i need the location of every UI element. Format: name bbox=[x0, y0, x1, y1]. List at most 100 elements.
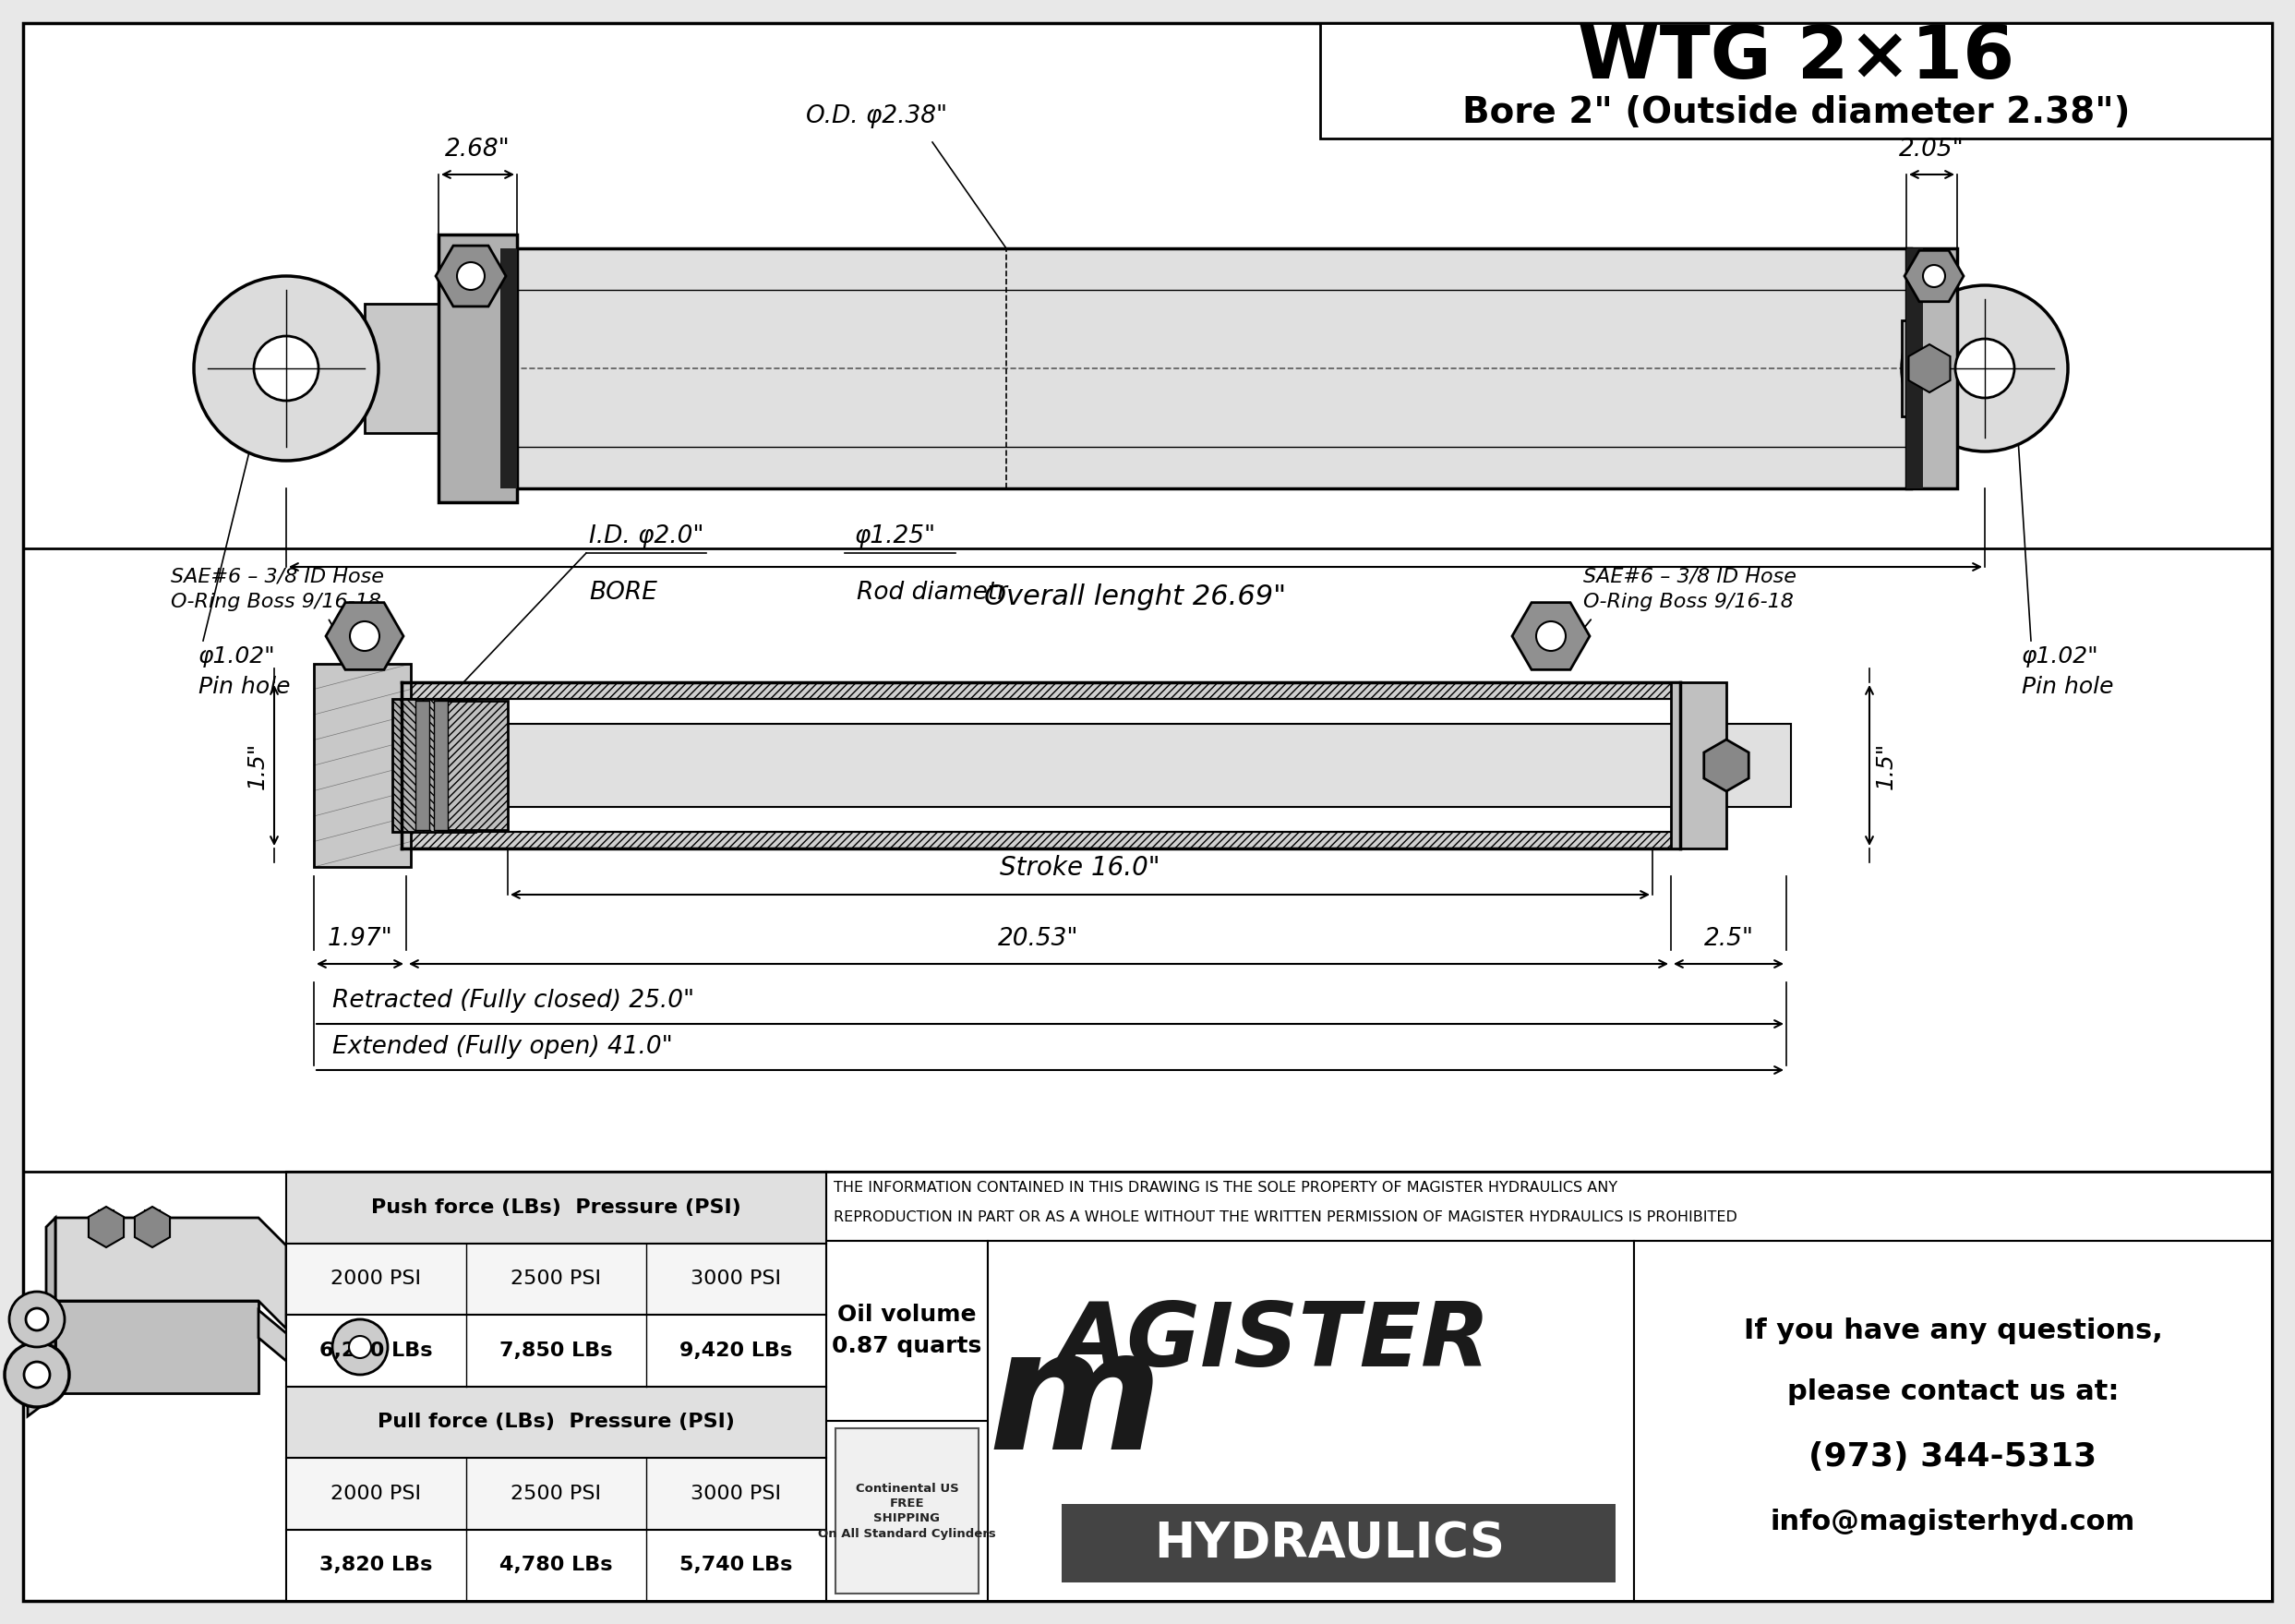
Text: O-Ring Boss 9/16-18: O-Ring Boss 9/16-18 bbox=[1584, 593, 1795, 611]
Bar bbox=[500, 248, 516, 489]
Text: If you have any questions,: If you have any questions, bbox=[1744, 1317, 2162, 1345]
Bar bbox=[438, 234, 516, 502]
Polygon shape bbox=[55, 1218, 287, 1328]
Text: SAE#6 – 3/8 ID Hose: SAE#6 – 3/8 ID Hose bbox=[170, 567, 383, 585]
Text: Continental US
FREE
SHIPPING
On All Standard Cylinders: Continental US FREE SHIPPING On All Stan… bbox=[817, 1483, 996, 1540]
Text: BORE: BORE bbox=[590, 581, 656, 604]
Bar bbox=[826, 1241, 987, 1421]
Text: 6,280 LBs: 6,280 LBs bbox=[319, 1341, 434, 1359]
Polygon shape bbox=[28, 1301, 46, 1416]
Text: WTG 2×16: WTG 2×16 bbox=[1577, 23, 2015, 94]
Text: 2000 PSI: 2000 PSI bbox=[330, 1270, 422, 1288]
Text: Overall lenght 26.69": Overall lenght 26.69" bbox=[985, 583, 1287, 611]
Text: Pull force (LBs)  Pressure (PSI): Pull force (LBs) Pressure (PSI) bbox=[379, 1413, 734, 1431]
Text: MAGISTER: MAGISTER bbox=[801, 310, 1175, 372]
Circle shape bbox=[1535, 622, 1565, 651]
Bar bbox=[826, 1421, 987, 1601]
Text: 4,780 LBs: 4,780 LBs bbox=[500, 1556, 613, 1574]
Bar bbox=[287, 1315, 826, 1387]
Text: 1.97": 1.97" bbox=[328, 927, 392, 952]
Text: O-Ring Boss 9/16-18: O-Ring Boss 9/16-18 bbox=[170, 593, 381, 611]
Bar bbox=[287, 1242, 826, 1315]
Text: 3,820 LBs: 3,820 LBs bbox=[319, 1556, 434, 1574]
Circle shape bbox=[193, 276, 379, 461]
Bar bbox=[402, 831, 1680, 848]
Bar bbox=[411, 724, 1790, 807]
Bar bbox=[415, 700, 429, 830]
Bar bbox=[365, 304, 457, 434]
Text: Retracted (Fully closed) 25.0": Retracted (Fully closed) 25.0" bbox=[333, 989, 695, 1013]
Bar bbox=[434, 700, 448, 830]
Text: 1.5": 1.5" bbox=[1875, 742, 1898, 789]
Bar bbox=[1320, 23, 2272, 138]
Text: Pin hole: Pin hole bbox=[197, 676, 291, 698]
Bar bbox=[287, 1171, 826, 1242]
Circle shape bbox=[23, 1363, 50, 1387]
Bar bbox=[314, 664, 411, 867]
Bar bbox=[287, 1458, 826, 1530]
Text: I.D. φ2.0": I.D. φ2.0" bbox=[590, 525, 705, 549]
Bar bbox=[287, 1387, 826, 1458]
Text: Pin hole: Pin hole bbox=[2022, 676, 2114, 698]
Text: 20.53": 20.53" bbox=[998, 927, 1079, 952]
Circle shape bbox=[5, 1343, 69, 1406]
Text: φ1.02": φ1.02" bbox=[2022, 645, 2100, 667]
Bar bbox=[402, 698, 1680, 831]
Circle shape bbox=[1923, 265, 1946, 287]
Bar bbox=[1907, 248, 1958, 489]
Polygon shape bbox=[55, 1301, 259, 1393]
Text: Push force (LBs)  Pressure (PSI): Push force (LBs) Pressure (PSI) bbox=[372, 1199, 741, 1216]
Text: 1.5": 1.5" bbox=[246, 742, 269, 789]
Text: Oil volume
0.87 quarts: Oil volume 0.87 quarts bbox=[833, 1304, 982, 1358]
Text: 3000 PSI: 3000 PSI bbox=[691, 1270, 783, 1288]
Text: 2500 PSI: 2500 PSI bbox=[512, 1484, 601, 1502]
Text: 2.05": 2.05" bbox=[1898, 138, 1965, 161]
Bar bbox=[392, 698, 475, 831]
Bar bbox=[99, 1210, 112, 1228]
Text: Stroke 16.0": Stroke 16.0" bbox=[1001, 854, 1161, 880]
Bar bbox=[1939, 330, 1958, 408]
Circle shape bbox=[255, 336, 319, 401]
Text: Bore 2" (Outside diameter 2.38"): Bore 2" (Outside diameter 2.38") bbox=[1462, 96, 2130, 130]
Text: Rod diametr: Rod diametr bbox=[856, 581, 1008, 604]
Text: 7,850 LBs: 7,850 LBs bbox=[500, 1341, 613, 1359]
Text: φ1.02": φ1.02" bbox=[197, 645, 275, 667]
Circle shape bbox=[349, 622, 379, 651]
Text: 2.68": 2.68" bbox=[445, 138, 509, 161]
Text: O.D. φ2.38": O.D. φ2.38" bbox=[806, 104, 948, 128]
Bar bbox=[448, 248, 1912, 489]
Bar bbox=[1634, 1241, 2272, 1601]
Text: THE INFORMATION CONTAINED IN THIS DRAWING IS THE SOLE PROPERTY OF MAGISTER HYDRA: THE INFORMATION CONTAINED IN THIS DRAWIN… bbox=[833, 1181, 1618, 1195]
Text: SAE#6 – 3/8 ID Hose: SAE#6 – 3/8 ID Hose bbox=[1584, 567, 1797, 585]
Text: REPRODUCTION IN PART OR AS A WHOLE WITHOUT THE WRITTEN PERMISSION OF MAGISTER HY: REPRODUCTION IN PART OR AS A WHOLE WITHO… bbox=[833, 1210, 1737, 1224]
Text: 2500 PSI: 2500 PSI bbox=[512, 1270, 601, 1288]
Text: φ1.25": φ1.25" bbox=[854, 525, 936, 549]
Circle shape bbox=[349, 1337, 372, 1358]
Bar bbox=[1063, 1504, 1616, 1582]
Circle shape bbox=[333, 1319, 388, 1376]
Polygon shape bbox=[259, 1311, 351, 1361]
Circle shape bbox=[25, 1309, 48, 1330]
Circle shape bbox=[9, 1291, 64, 1346]
Bar bbox=[987, 1241, 1634, 1601]
Bar bbox=[1907, 248, 1923, 489]
Text: m: m bbox=[989, 1322, 1161, 1484]
Text: info@magisterhyd.com: info@magisterhyd.com bbox=[1769, 1509, 2134, 1535]
Text: Extended (Fully open) 41.0": Extended (Fully open) 41.0" bbox=[333, 1034, 672, 1059]
Bar bbox=[438, 700, 507, 830]
Text: HYDRAULICS: HYDRAULICS bbox=[1154, 1520, 1506, 1567]
Bar bbox=[1671, 682, 1726, 848]
Text: HYDRAULICS: HYDRAULICS bbox=[760, 365, 1216, 427]
Text: please contact us at:: please contact us at: bbox=[1788, 1379, 2118, 1405]
Bar bbox=[287, 1530, 826, 1601]
Text: 5,740 LBs: 5,740 LBs bbox=[679, 1556, 792, 1574]
Bar bbox=[1903, 320, 1958, 416]
Polygon shape bbox=[46, 1218, 55, 1403]
Text: 2000 PSI: 2000 PSI bbox=[330, 1484, 422, 1502]
Text: 2.5": 2.5" bbox=[1703, 927, 1753, 952]
Circle shape bbox=[457, 261, 484, 291]
Text: (973) 344-5313: (973) 344-5313 bbox=[1808, 1440, 2098, 1473]
Bar bbox=[835, 1427, 978, 1593]
Text: AGISTER: AGISTER bbox=[1058, 1299, 1489, 1385]
Text: 9,420 LBs: 9,420 LBs bbox=[679, 1341, 792, 1359]
